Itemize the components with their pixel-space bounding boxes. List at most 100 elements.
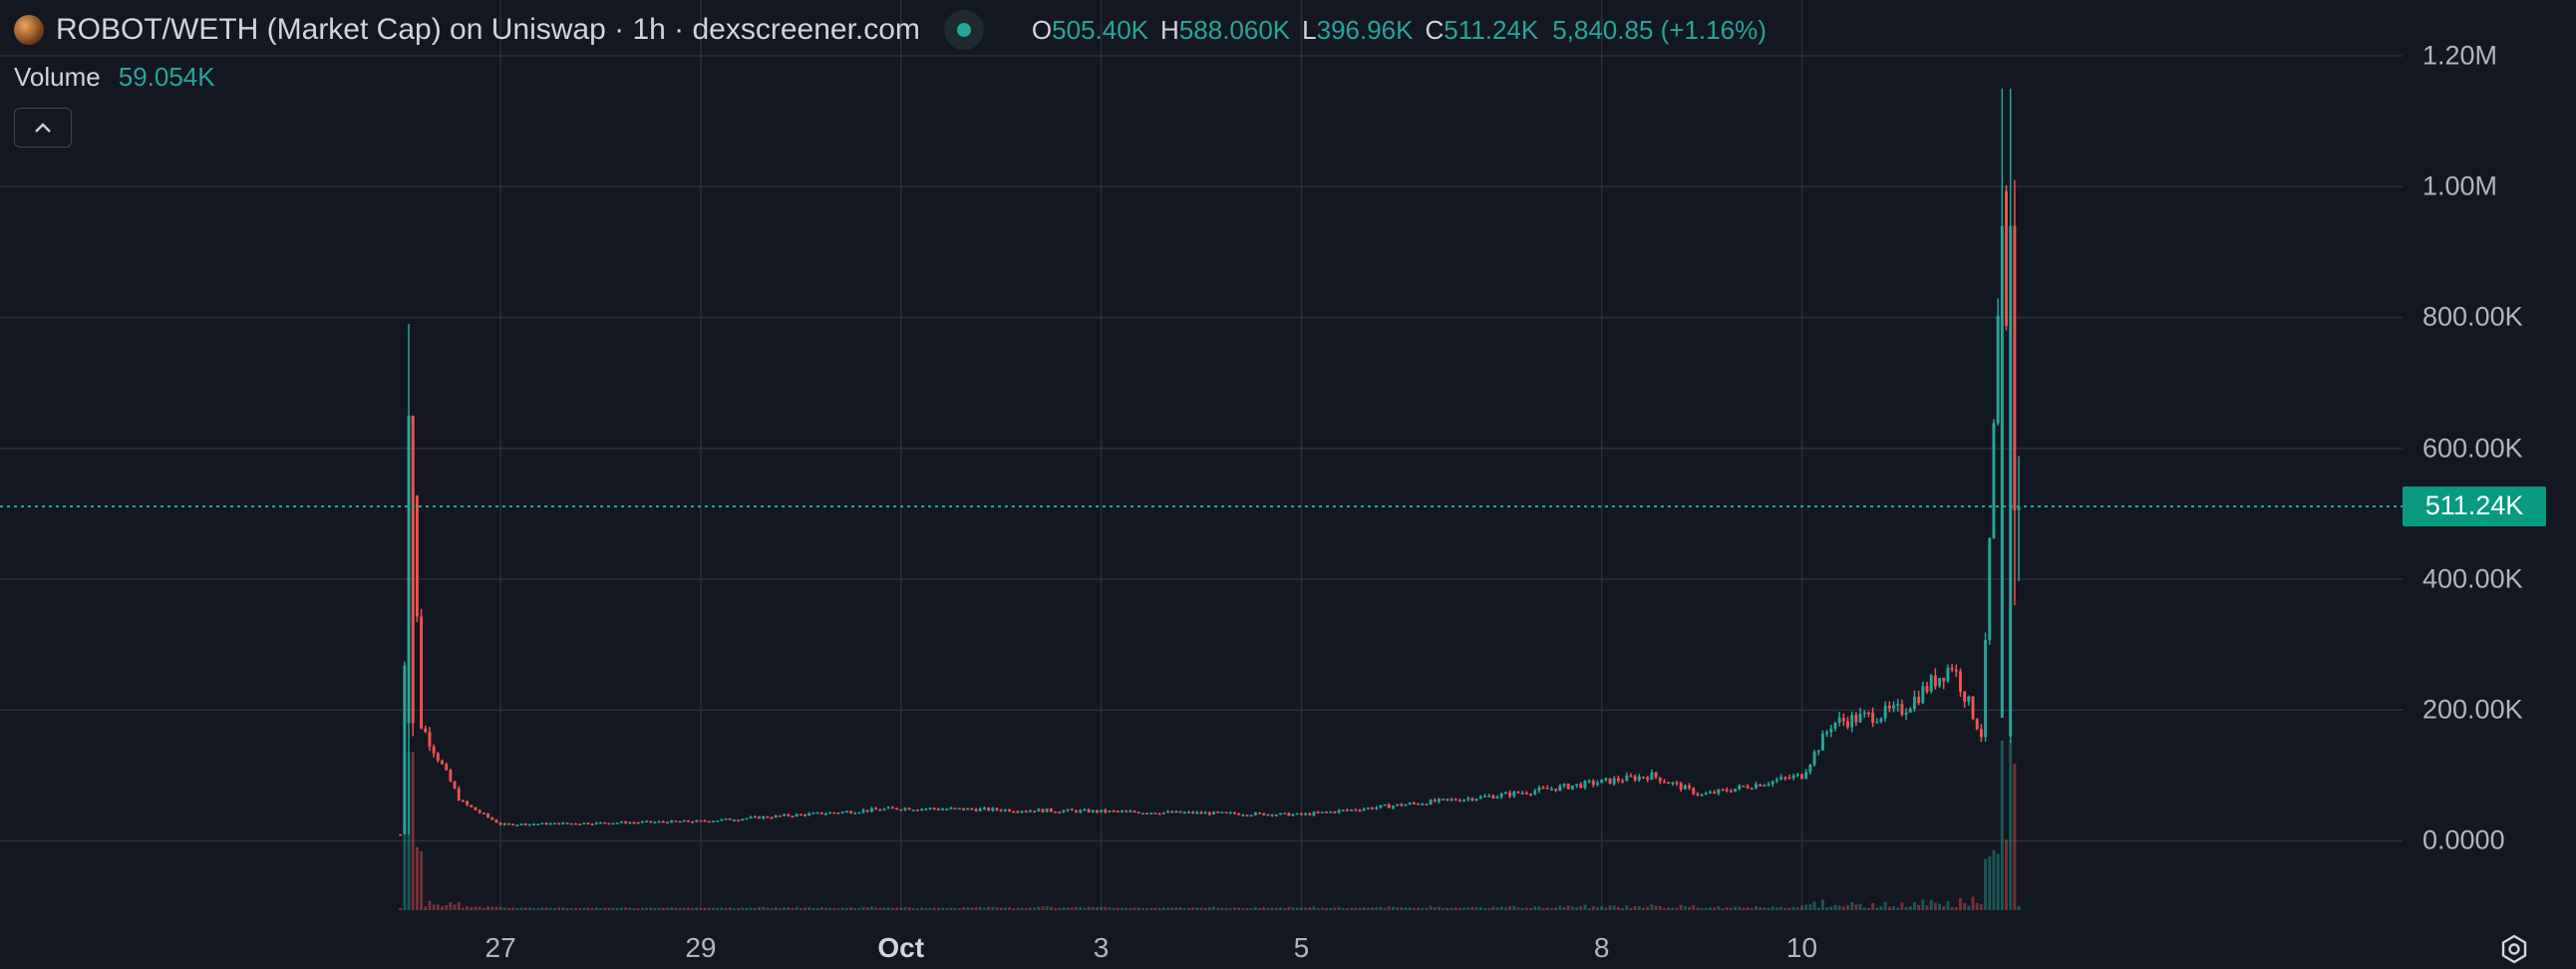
candle-body [1738, 786, 1742, 790]
candle-body [1245, 814, 1249, 816]
candle-body [1312, 811, 1316, 815]
volume-bar [1833, 904, 1837, 910]
collapse-legend-button[interactable] [14, 108, 72, 148]
candle-body [861, 809, 865, 812]
volume-bar [1742, 907, 1746, 910]
candle-body [1070, 808, 1074, 811]
volume-bar [1438, 906, 1441, 910]
candle-body [832, 811, 836, 814]
candle-body [791, 815, 795, 818]
candle-body [1091, 809, 1095, 812]
candle-body [636, 821, 640, 824]
candle-body [1704, 793, 1708, 796]
volume-bar [823, 907, 827, 910]
candle-body [1537, 787, 1541, 792]
volume-bar [1270, 907, 1274, 910]
candle-body [1207, 811, 1211, 815]
volume-bar [1233, 907, 1236, 910]
candle-body [1503, 792, 1507, 795]
candle-body [1417, 803, 1421, 806]
volume-bar [1020, 907, 1024, 910]
candle-body [1408, 803, 1412, 805]
volume-bar [1658, 905, 1662, 910]
volume-bar [1984, 858, 1988, 910]
candle-body [1054, 811, 1058, 813]
candle-body [1650, 772, 1654, 781]
open-value: 505.40K [1052, 14, 1149, 45]
volume-bar [1203, 907, 1207, 910]
candle-body [1262, 812, 1266, 815]
volume-bar [1174, 907, 1178, 910]
candle-body [2013, 225, 2017, 511]
volume-bar [999, 907, 1003, 910]
candle-body [2005, 190, 2008, 327]
settings-gear-icon[interactable] [2498, 933, 2530, 965]
candle-body [949, 808, 953, 809]
volume-bar [1996, 853, 2000, 910]
candle-body [1825, 732, 1829, 735]
volume-bar [1650, 904, 1654, 910]
candle-body [1308, 812, 1312, 815]
candle-body [1529, 794, 1533, 796]
candle-body [544, 822, 548, 825]
volume-bar [1299, 907, 1303, 910]
candle-body [1316, 811, 1320, 814]
candle-body [1871, 712, 1875, 723]
high-value: 588.060K [1178, 14, 1291, 45]
volume-bar [661, 907, 665, 910]
candle-body [1658, 777, 1662, 783]
volume-bar [478, 906, 482, 910]
candle-body [1287, 812, 1291, 816]
volume-bar [1421, 907, 1425, 910]
candle-body [569, 822, 573, 825]
volume-bar [1562, 907, 1566, 910]
volume-bar [1746, 907, 1750, 910]
volume-bar [1016, 907, 1020, 910]
volume-bar [590, 907, 594, 910]
volume-bar [1062, 907, 1066, 910]
volume-bar [1575, 907, 1579, 910]
volume-bar [1470, 906, 1474, 910]
volume-bar [791, 907, 795, 910]
candle-body [966, 808, 970, 810]
volume-bar [1253, 906, 1257, 910]
volume-bar [1100, 906, 1104, 910]
candle-body [553, 822, 556, 824]
candle-body [878, 809, 882, 811]
candle-body [1358, 809, 1362, 812]
volume-bar [1883, 901, 1887, 910]
volume-bar [1759, 906, 1763, 910]
candle-body [1850, 715, 1854, 728]
candle-body [707, 820, 711, 823]
volume-bar [2000, 741, 2004, 910]
candle-body [982, 808, 986, 809]
volume-bar [1104, 906, 1108, 910]
volume-bar [1566, 905, 1570, 910]
volume-bar [1591, 905, 1595, 910]
candle-body [453, 782, 457, 789]
candle-body [1717, 789, 1721, 794]
candle-body [1478, 796, 1482, 800]
candle-body [1295, 812, 1299, 815]
volume-bar [1132, 907, 1136, 910]
volume-bar [869, 906, 873, 910]
volume-bar [945, 907, 949, 910]
volume-bar [1596, 907, 1599, 910]
candle-body [674, 820, 678, 822]
volume-bar [615, 907, 619, 910]
candle-body [1837, 717, 1841, 723]
candle-body [428, 732, 432, 747]
volume-bar [515, 907, 519, 910]
candle-body [1721, 789, 1725, 792]
candle-body [1491, 796, 1495, 799]
volume-bar [649, 907, 653, 910]
volume-bar [1279, 907, 1282, 910]
volume-bar [695, 907, 699, 910]
volume-bar [1896, 907, 1900, 910]
candle-body [903, 808, 907, 810]
x-tick-label: 3 [1093, 932, 1110, 963]
volume-bar [1291, 907, 1295, 910]
candle-body [957, 808, 961, 810]
volume-bar [1128, 907, 1132, 910]
